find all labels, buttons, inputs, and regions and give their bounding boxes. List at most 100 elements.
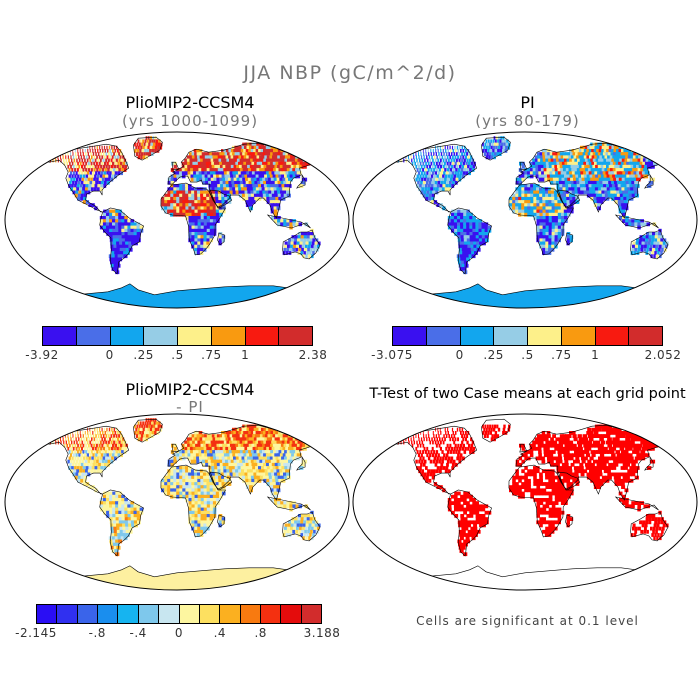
grid-cell [109,539,114,544]
grid-cell [115,209,119,214]
grid-cell [488,145,491,150]
grid-cell [125,526,130,531]
grid-cell [449,177,453,182]
grid-cell [554,164,559,169]
grid-cell [627,171,633,176]
grid-cell [415,177,418,182]
grid-cell [302,536,305,541]
grid-cell [418,164,420,169]
grid-cell [560,155,565,160]
grid-cell [110,152,113,156]
grid-cell [100,171,104,176]
grid-cell [289,501,293,505]
grid-cell [80,462,84,467]
grid-cell [433,437,436,442]
grid-cell [558,177,563,182]
grid-cell [252,440,258,445]
grid-cell [80,437,83,442]
grid-cell [103,212,107,217]
grid-cell [590,158,595,163]
grid-cell [148,142,151,147]
grid-cell [427,184,431,188]
grid-cell [230,459,235,464]
grid-cell [283,475,288,480]
grid-cell [69,161,71,166]
grid-cell [518,203,522,207]
grid-cell [247,446,252,451]
grid-cell [89,440,92,445]
grid-cell [551,225,556,230]
grid-cell [462,161,465,166]
grid-cell [130,520,135,525]
grid-cell [275,161,281,166]
grid-cell [90,443,93,448]
grid-cell [191,238,195,243]
grid-cell [154,431,157,435]
grid-cell [202,158,207,163]
grid-cell [200,494,205,499]
grid-cell [191,475,195,480]
grid-cell [283,501,287,505]
grid-cell [591,161,596,166]
grid-cell [291,520,295,525]
grid-cell [191,472,195,477]
grid-cell [215,488,220,493]
grid-cell [286,193,291,198]
grid-cell [539,244,543,249]
grid-cell [441,155,444,160]
grid-cell [421,187,424,192]
grid-cell [97,184,101,188]
grid-cell [553,161,558,166]
grid-cell [91,427,93,432]
grid-cell [466,168,469,172]
grid-cell [293,244,296,249]
grid-cell [74,174,77,179]
grid-cell [269,482,274,486]
grid-cell [561,180,566,185]
grid-cell [179,494,183,499]
grid-cell [304,232,308,236]
grid-cell [265,177,270,182]
grid-cell [635,158,641,163]
grid-cell [176,453,180,458]
grid-cell [227,434,232,438]
grid-cell [451,427,454,432]
grid-cell [212,219,217,223]
grid-cell [213,456,217,461]
grid-cell [98,443,101,448]
grid-cell [248,149,253,153]
grid-cell [280,190,285,195]
grid-cell [644,161,651,166]
grid-cell [77,434,79,438]
grid-cell [552,434,556,438]
grid-cell [414,161,416,166]
grid-cell [443,152,445,156]
grid-cell [651,152,657,156]
grid-cell [112,510,116,515]
grid-cell [215,475,219,480]
grid-cell [179,190,183,195]
grid-cell [563,168,567,172]
grid-cell [273,450,278,454]
grid-cell [435,145,436,150]
grid-cell [284,174,289,179]
grid-cell [604,161,610,166]
grid-cell [228,446,233,451]
grid-cell [627,187,632,192]
grid-cell [116,529,121,534]
grid-cell [122,161,126,166]
grid-cell [74,184,77,188]
grid-cell [582,184,587,188]
grid-cell [105,152,108,156]
grid-cell [115,225,119,230]
grid-cell [230,177,235,182]
grid-cell [285,187,290,192]
grid-cell [266,437,272,442]
grid-cell [267,187,272,192]
grid-cell [107,440,110,445]
grid-cell [631,247,635,252]
grid-cell [247,459,253,464]
grid-cell [658,155,665,160]
grid-cell [54,431,56,435]
grid-cell [461,434,463,438]
